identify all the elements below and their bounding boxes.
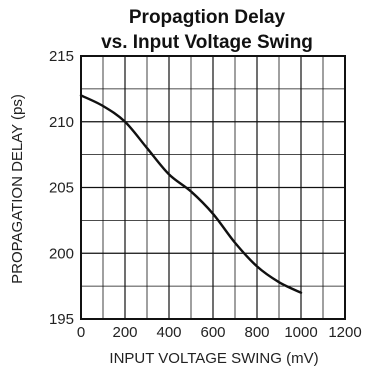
grid [81,56,345,319]
x-axis-ticks: 0 200 400 600 800 1000 1200 [77,324,362,341]
x-tick-label: 800 [244,324,269,341]
x-tick-label: 400 [156,324,181,341]
series-line [79,94,303,294]
x-tick-label: 600 [200,324,225,341]
y-tick-label: 200 [49,245,74,262]
chart-title: Propagtion Delay [129,7,286,28]
series-layer [79,94,303,294]
y-tick-label: 215 [49,48,74,65]
chart-subtitle: vs. Input Voltage Swing [101,32,313,53]
y-tick-label: 205 [49,180,74,197]
plot-frame [80,55,346,320]
x-tick-label: 0 [77,324,85,341]
x-axis-label: INPUT VOLTAGE SWING (mV) [109,350,318,367]
x-tick-label: 200 [112,324,137,341]
y-axis-ticks: 195 200 205 210 215 [49,48,74,328]
x-tick-label: 1000 [284,324,317,341]
y-axis-label: PROPAGATION DELAY (ps) [9,94,26,284]
y-tick-label: 210 [49,114,74,131]
x-tick-label: 1200 [328,324,361,341]
y-tick-label: 195 [49,311,74,328]
